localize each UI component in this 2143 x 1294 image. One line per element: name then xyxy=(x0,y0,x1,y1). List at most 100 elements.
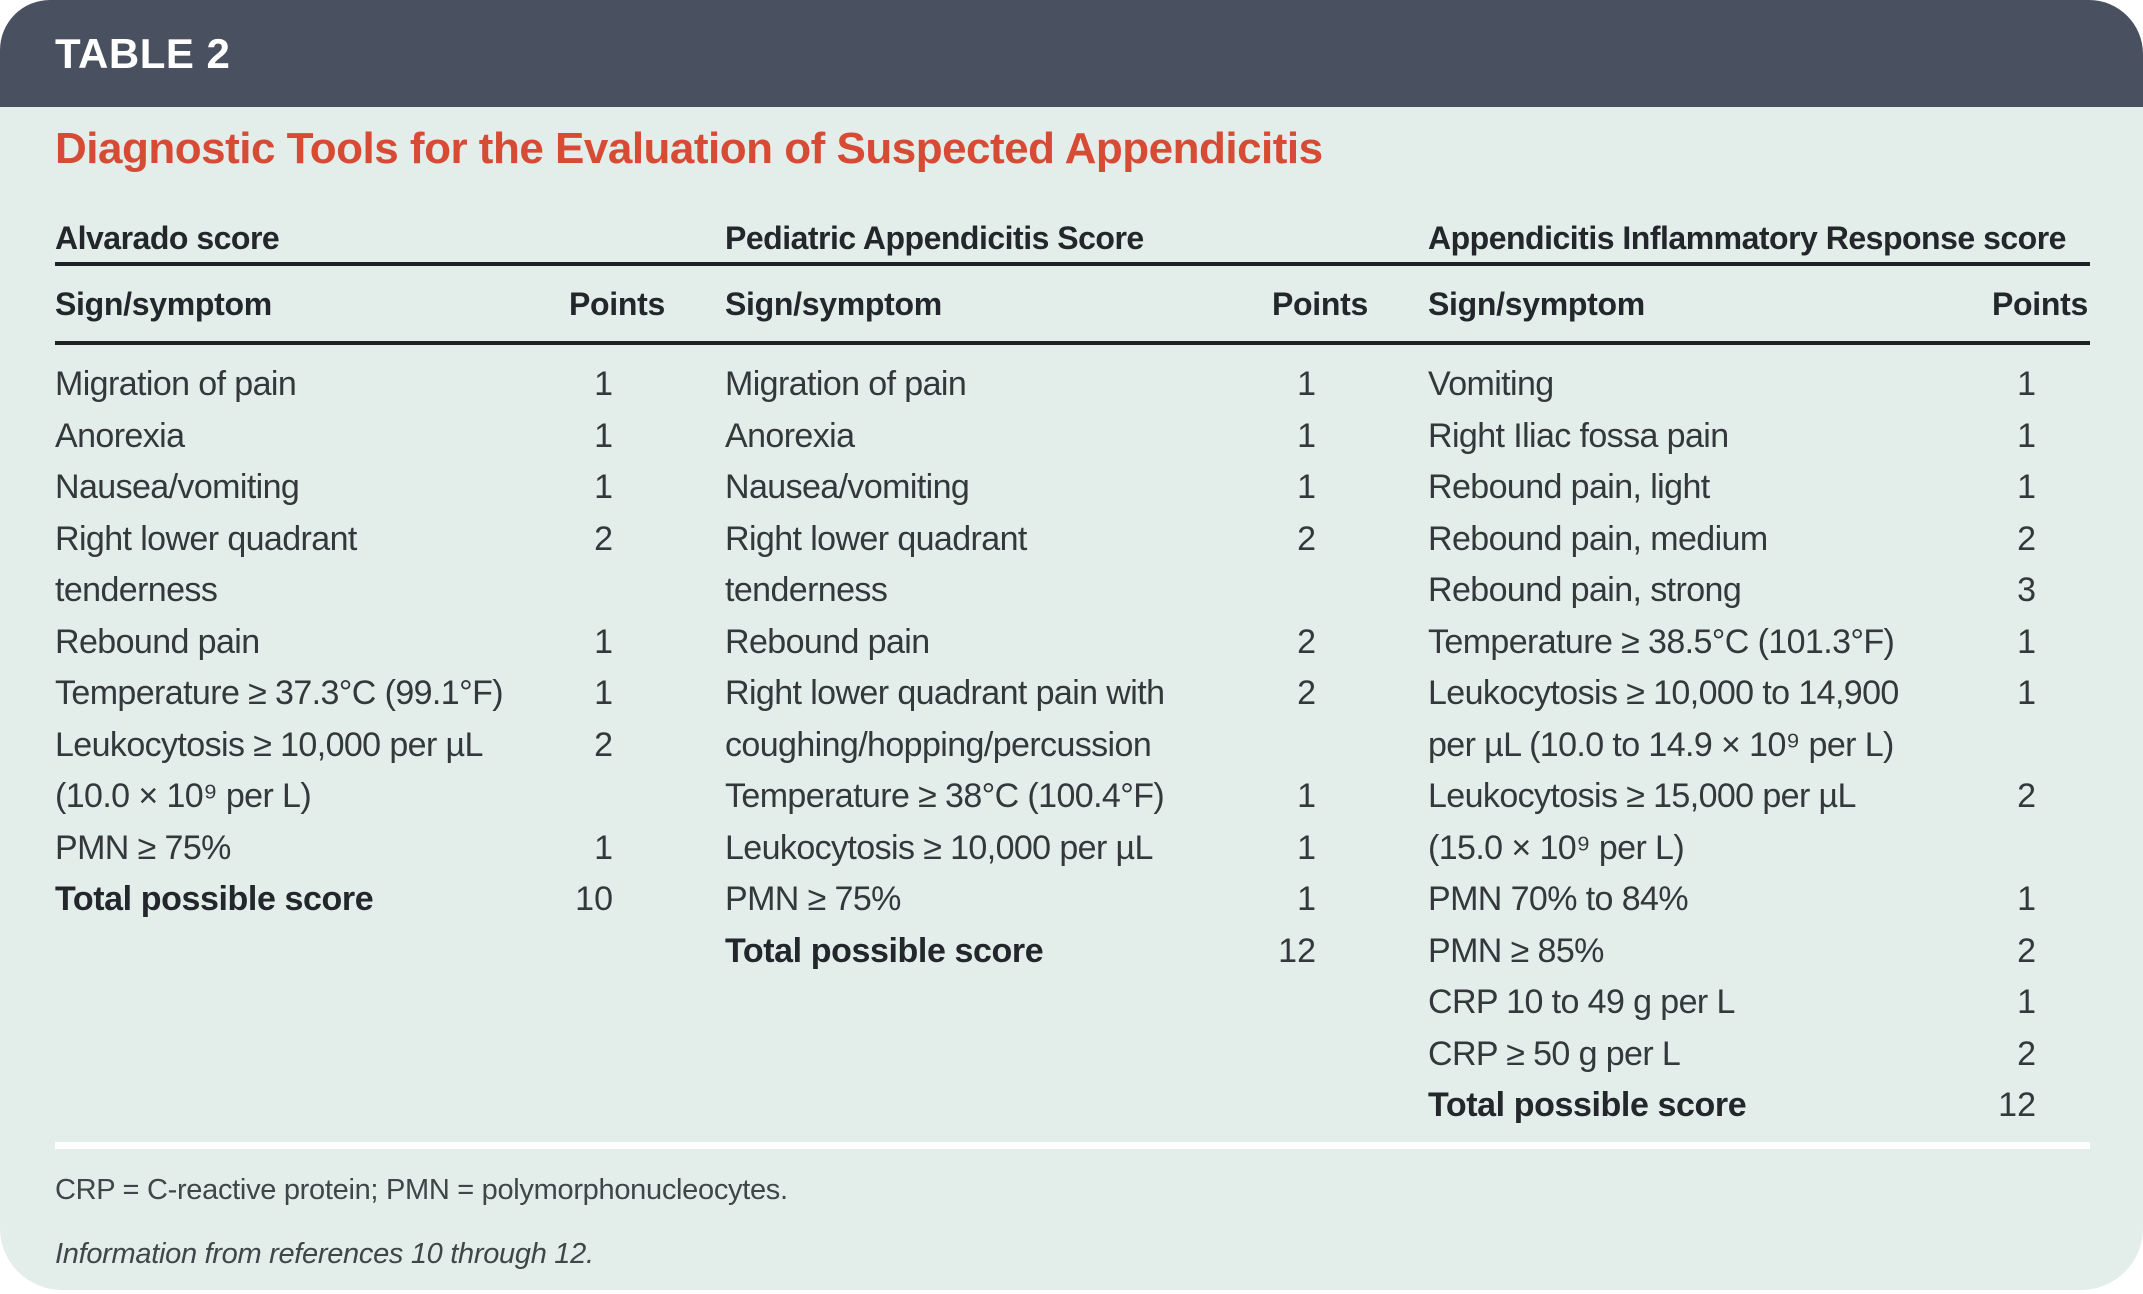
points-cell: 2 xyxy=(594,519,613,558)
sign-symptom-cell: Nausea/vomiting xyxy=(55,468,300,506)
sign-symptom-cell: Anorexia xyxy=(55,416,185,455)
points-cell: 1 xyxy=(2017,416,2036,455)
table-row: PMN 70% to 84% 1 xyxy=(1428,874,2088,926)
table-row: Rebound pain 1 xyxy=(55,617,665,669)
points-cell: 1 xyxy=(1297,416,1316,455)
points-cell: 2 xyxy=(2017,931,2036,970)
points-cell: 1 xyxy=(594,365,613,403)
sign-symptom-cell: Leukocytosis ≥ 15,000 per µL (15.0 × 10⁹… xyxy=(1428,777,1856,867)
sign-symptom-cell: PMN ≥ 75% xyxy=(55,828,231,867)
points-cell: 1 xyxy=(594,828,613,867)
table-row: Temperature ≥ 38.5°C (101.3°F) 1 xyxy=(1428,617,2088,669)
footnote-separator-rule xyxy=(55,1142,2090,1149)
sign-symptom-cell: Right lower quadrant tenderness xyxy=(55,519,357,610)
sign-symptom-cell: Temperature ≥ 38.5°C (101.3°F) xyxy=(1428,622,1895,661)
sign-symptom-header: Sign/symptom xyxy=(1428,285,1645,322)
table-row: Nausea/vomiting 1 xyxy=(55,462,665,514)
sign-symptom-cell: Total possible score xyxy=(55,880,374,918)
sign-symptom-cell: CRP ≥ 50 g per L xyxy=(1428,1034,1681,1073)
table-row: Nausea/vomiting 1 xyxy=(725,462,1368,514)
table-row: Right lower quadrant tenderness 2 xyxy=(55,514,665,617)
score-column-air: Appendicitis Inflammatory Response score… xyxy=(1428,205,2088,1132)
column-subheader: Sign/symptom Points xyxy=(1428,262,2088,346)
points-cell: 1 xyxy=(594,622,613,661)
points-cell: 3 xyxy=(2017,571,2036,609)
table-row: Rebound pain 2 xyxy=(725,617,1368,669)
points-cell: 1 xyxy=(1297,880,1316,918)
table-row: Rebound pain, light 1 xyxy=(1428,462,2088,514)
points-cell: 12 xyxy=(1998,1086,2036,1124)
score-column-pediatric: Pediatric Appendicitis Score Sign/sympto… xyxy=(725,205,1368,977)
sign-symptom-cell: PMN 70% to 84% xyxy=(1428,880,1689,918)
column-subheader: Sign/symptom Points xyxy=(725,262,1368,346)
points-cell: 1 xyxy=(594,468,613,506)
table-row: CRP ≥ 50 g per L 2 xyxy=(1428,1029,2088,1081)
column-title: Appendicitis Inflammatory Response score xyxy=(1428,220,2066,256)
sign-symptom-cell: Rebound pain, light xyxy=(1428,468,1710,506)
sign-symptom-cell: Rebound pain xyxy=(725,622,930,661)
table-row: Leukocytosis ≥ 10,000 per µL 1 xyxy=(725,823,1368,875)
points-header: Points xyxy=(1992,285,2088,322)
sign-symptom-cell: Total possible score xyxy=(725,931,1044,970)
table-row: Temperature ≥ 38°C (100.4°F) 1 xyxy=(725,771,1368,823)
abbreviations-footnote: CRP = C-reactive protein; PMN = polymorp… xyxy=(55,1174,788,1206)
source-footnote: Information from references 10 through 1… xyxy=(55,1238,594,1270)
sign-symptom-header: Sign/symptom xyxy=(55,285,272,322)
top-rule xyxy=(55,262,2090,266)
sign-symptom-cell: Rebound pain xyxy=(55,622,260,661)
table-row: Leukocytosis ≥ 15,000 per µL (15.0 × 10⁹… xyxy=(1428,771,2088,874)
table-row: Anorexia 1 xyxy=(55,411,665,463)
sign-symptom-cell: Vomiting xyxy=(1428,365,1554,403)
points-cell: 2 xyxy=(2017,1034,2036,1073)
column-subheader: Sign/symptom Points xyxy=(55,262,665,346)
table-row: Right Iliac fossa pain 1 xyxy=(1428,411,2088,463)
score-rows: Migration of pain 1 Anorexia 1 Nausea/vomiti… xyxy=(725,346,1368,977)
points-cell: 1 xyxy=(2017,674,2036,712)
points-cell: 10 xyxy=(575,880,613,918)
sign-symptom-cell: Migration of pain xyxy=(725,365,967,403)
sign-symptom-cell: PMN ≥ 85% xyxy=(1428,931,1604,970)
sign-symptom-cell: CRP 10 to 49 g per L xyxy=(1428,983,1735,1021)
points-cell: 1 xyxy=(594,674,613,712)
points-cell: 2 xyxy=(1297,519,1316,558)
table-row: Total possible score 12 xyxy=(725,926,1368,978)
points-cell: 1 xyxy=(2017,365,2036,403)
sign-symptom-cell: Nausea/vomiting xyxy=(725,468,970,506)
sign-symptom-cell: Leukocytosis ≥ 10,000 to 14,900 per µL (… xyxy=(1428,674,1899,764)
sign-symptom-cell: Right lower quadrant tenderness xyxy=(725,519,1027,610)
table-row: CRP 10 to 49 g per L 1 xyxy=(1428,977,2088,1029)
sign-symptom-cell: Leukocytosis ≥ 10,000 per µL (10.0 × 10⁹… xyxy=(55,725,483,816)
points-cell: 2 xyxy=(594,725,613,764)
points-cell: 12 xyxy=(1278,931,1316,970)
table-row: Rebound pain, medium 2 xyxy=(1428,514,2088,566)
sign-symptom-cell: PMN ≥ 75% xyxy=(725,880,901,918)
points-cell: 1 xyxy=(1297,468,1316,506)
sign-symptom-cell: Migration of pain xyxy=(55,365,297,403)
sign-symptom-cell: Leukocytosis ≥ 10,000 per µL xyxy=(725,828,1153,867)
column-title: Pediatric Appendicitis Score xyxy=(725,220,1144,256)
sign-symptom-cell: Right lower quadrant pain with coughing/… xyxy=(725,674,1165,764)
sign-symptom-header: Sign/symptom xyxy=(725,285,942,322)
subheader-rule xyxy=(55,341,2090,345)
points-cell: 1 xyxy=(2017,880,2036,918)
table-row: Right lower quadrant pain with coughing/… xyxy=(725,668,1368,771)
points-cell: 1 xyxy=(1297,777,1316,815)
sign-symptom-cell: Anorexia xyxy=(725,416,855,455)
column-title: Alvarado score xyxy=(55,220,280,256)
points-cell: 1 xyxy=(2017,622,2036,661)
table-title: Diagnostic Tools for the Evaluation of S… xyxy=(55,124,1323,173)
table-header-bar: TABLE 2 xyxy=(0,0,2143,107)
points-cell: 2 xyxy=(1297,674,1316,712)
table-row: Leukocytosis ≥ 10,000 per µL (10.0 × 10⁹… xyxy=(55,720,665,823)
table-row: Leukocytosis ≥ 10,000 to 14,900 per µL (… xyxy=(1428,668,2088,771)
points-cell: 1 xyxy=(2017,468,2036,506)
points-cell: 1 xyxy=(1297,828,1316,867)
points-cell: 2 xyxy=(2017,777,2036,815)
score-column-alvarado: Alvarado score Sign/symptom Points Migra… xyxy=(55,205,665,926)
points-cell: 1 xyxy=(594,416,613,455)
table-row: Right lower quadrant tenderness 2 xyxy=(725,514,1368,617)
sign-symptom-cell: Rebound pain, strong xyxy=(1428,571,1742,609)
sign-symptom-cell: Rebound pain, medium xyxy=(1428,519,1768,558)
table-row: Anorexia 1 xyxy=(725,411,1368,463)
table-number-label: TABLE 2 xyxy=(55,29,231,77)
